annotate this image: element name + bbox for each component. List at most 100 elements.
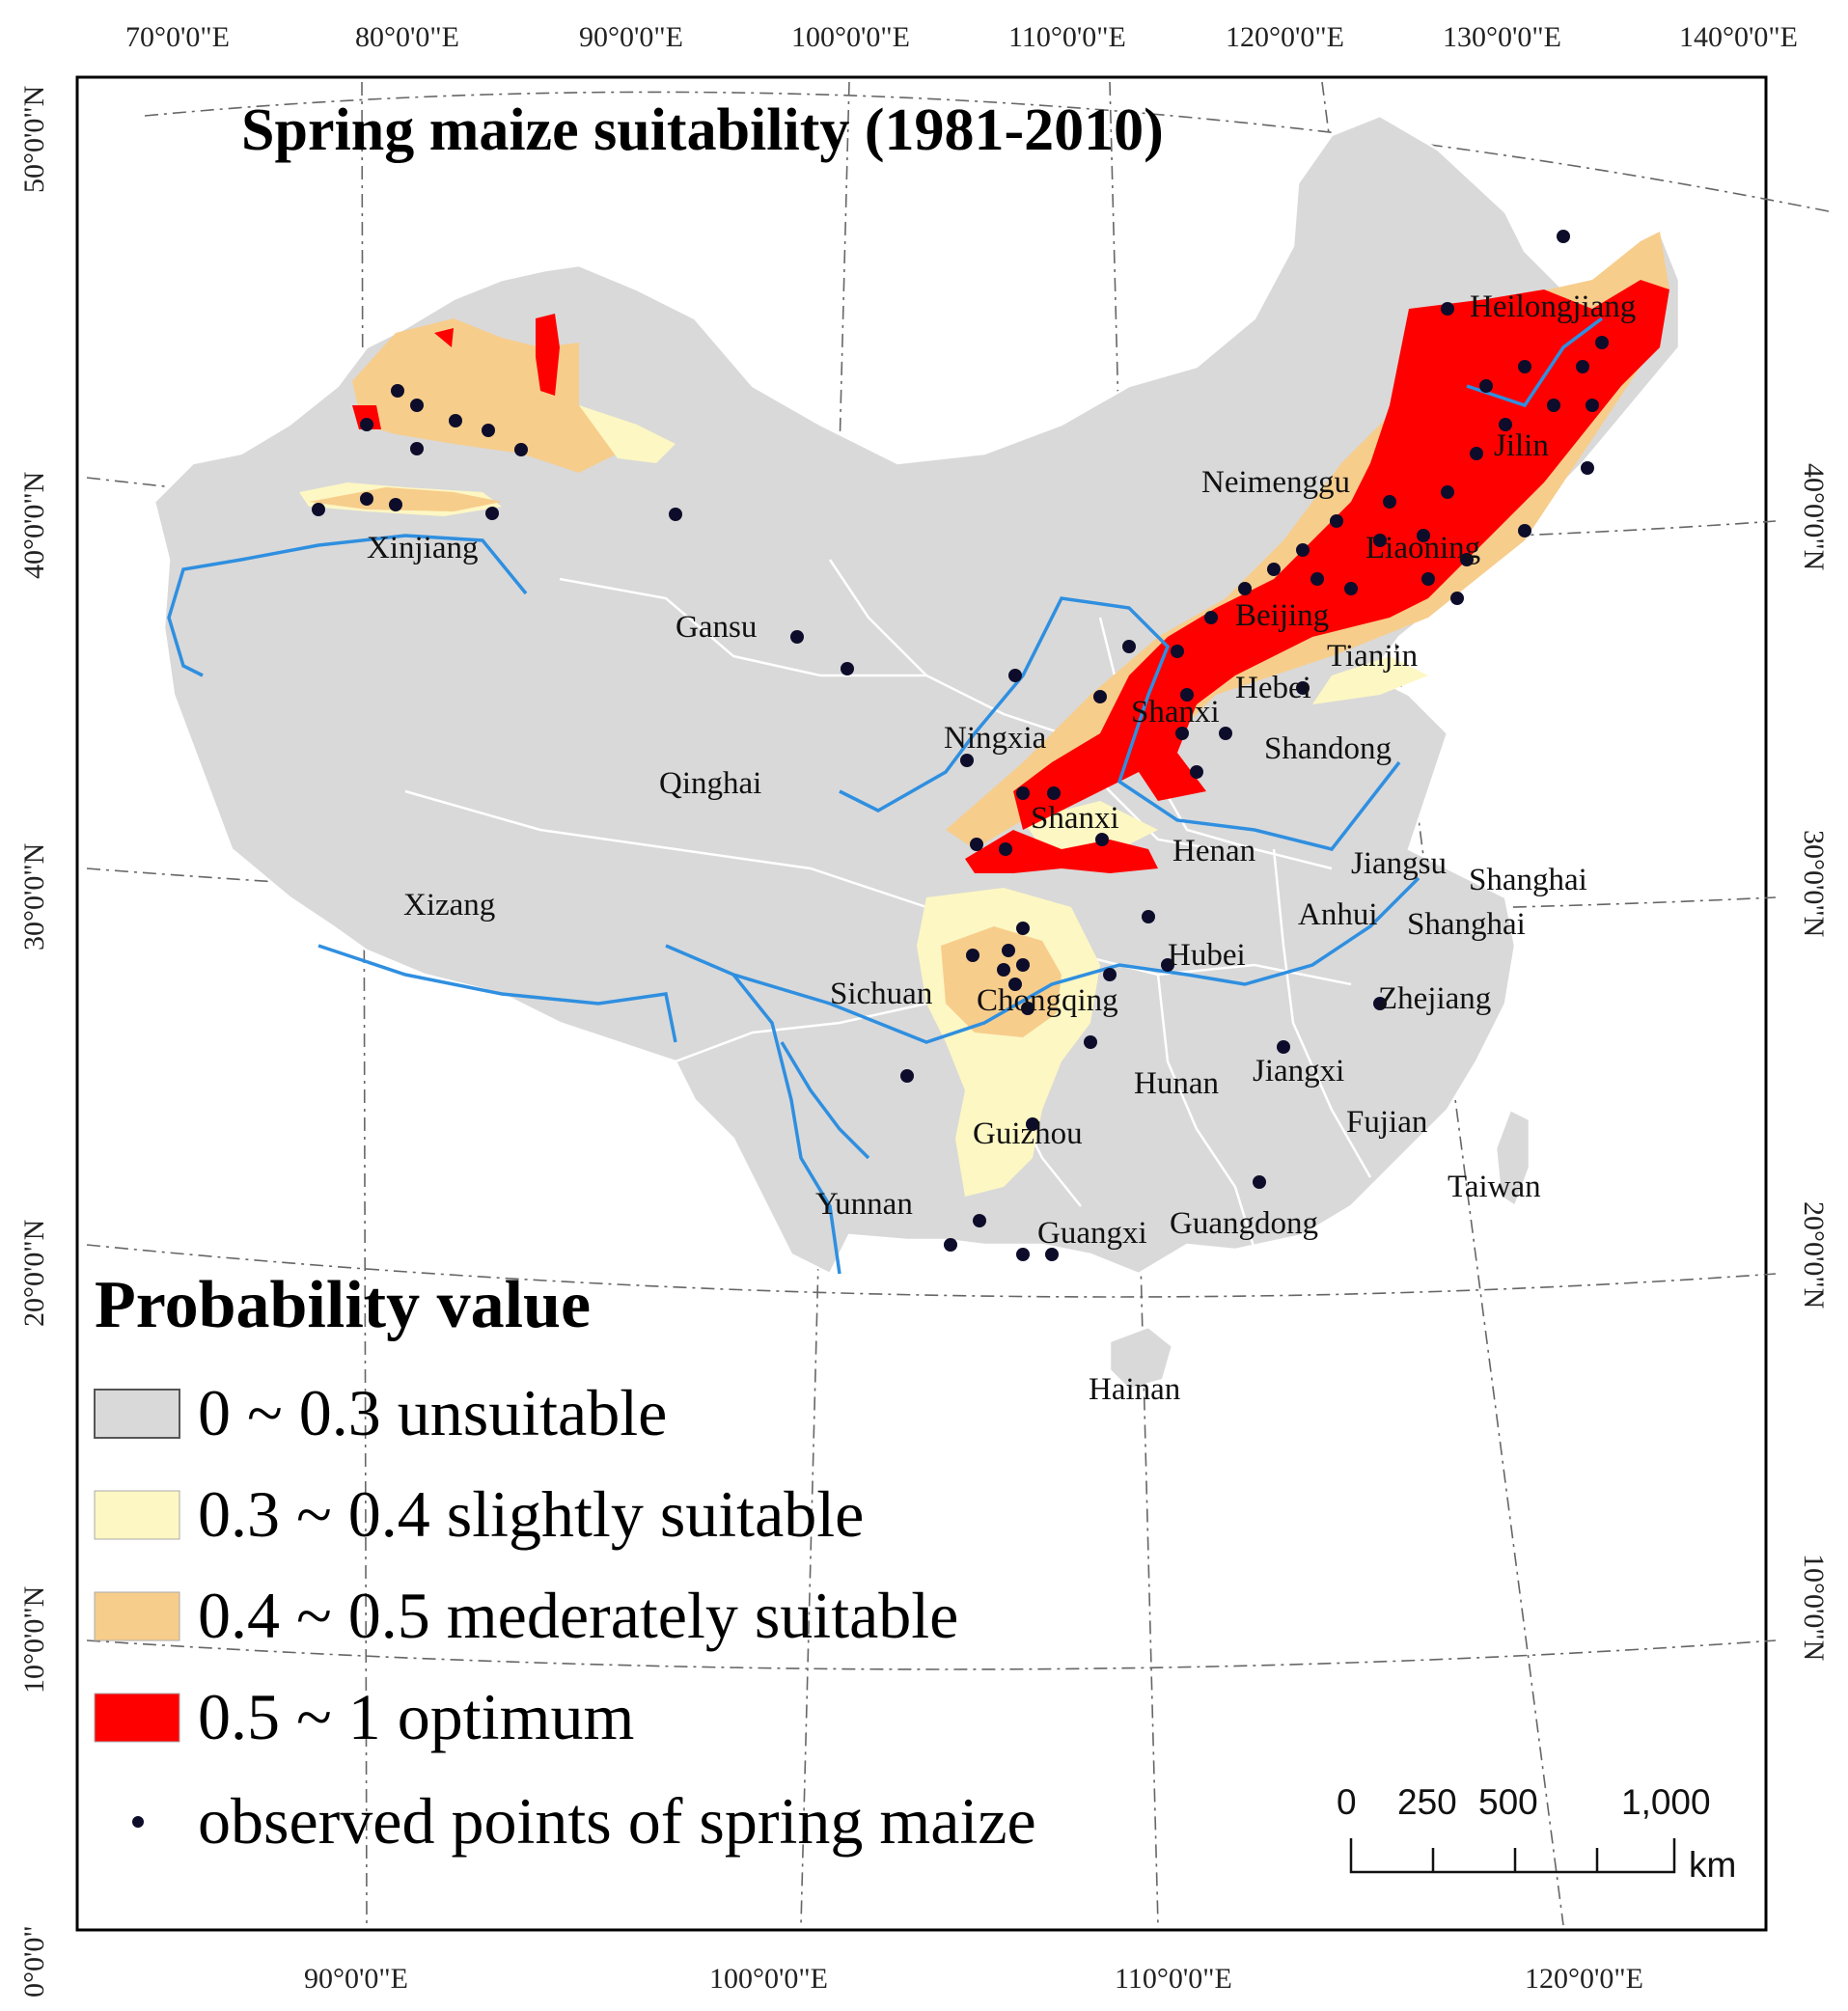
province-label: Hainan xyxy=(1089,1372,1180,1407)
province-label: Jilin xyxy=(1494,428,1549,463)
tick-label-bottom: 90°0'0"E xyxy=(304,1963,408,1995)
observed-point xyxy=(1084,1035,1097,1049)
tick-label-left: 50°0'0"N xyxy=(18,86,50,193)
observed-point xyxy=(1095,833,1109,846)
tick-labels-bottom: 90°0'0"E 100°0'0"E 110°0'0"E 120°0'0"E xyxy=(304,1963,1643,1995)
zone-slight-northeast xyxy=(1023,656,1428,849)
river-yellow xyxy=(839,596,1401,851)
observed-point xyxy=(1103,968,1117,981)
province-label: Beijing xyxy=(1235,598,1329,633)
legend-swatch-optimum xyxy=(94,1693,180,1743)
observed-point xyxy=(669,508,682,521)
legend-point-marker xyxy=(132,1816,144,1828)
province-border xyxy=(1272,848,1372,1178)
province-label: Hunan xyxy=(1134,1066,1219,1101)
observed-point xyxy=(944,1238,957,1252)
observed-point xyxy=(389,498,402,511)
tick-labels-right: 40°0'0"N 30°0'0"N 20°0'0"N 10°0'0"N xyxy=(1798,463,1830,1661)
tick-label-top: 80°0'0"E xyxy=(355,21,459,53)
tick-label-right: 40°0'0"N xyxy=(1798,463,1830,570)
observed-point xyxy=(1002,944,1015,957)
scale-label: 250 xyxy=(1397,1782,1457,1822)
province-label: Shanghai xyxy=(1469,863,1587,897)
observed-point xyxy=(514,443,528,456)
province-label: Neimenggu xyxy=(1201,465,1350,500)
observed-point xyxy=(1277,1040,1290,1054)
province-label: Jiangxi xyxy=(1253,1054,1344,1088)
zone-moderate-xinjiang-south xyxy=(309,487,502,511)
observed-point xyxy=(1460,553,1474,566)
province-border xyxy=(828,559,927,676)
province-label: Qinghai xyxy=(659,766,761,801)
tick-label-top: 110°0'0"E xyxy=(1008,21,1126,53)
province-label: Anhui xyxy=(1298,897,1378,932)
province-label: Liaoning xyxy=(1365,531,1480,565)
observed-point xyxy=(1093,690,1107,703)
observed-point xyxy=(1016,1248,1030,1261)
observed-point xyxy=(841,662,854,675)
observed-point xyxy=(1142,910,1155,923)
observed-point xyxy=(1204,611,1218,624)
province-label: Guizhou xyxy=(973,1116,1083,1151)
observed-point xyxy=(1122,640,1136,653)
observed-point xyxy=(1296,543,1310,557)
province-label: Shanxi xyxy=(1031,801,1119,836)
observed-point xyxy=(1219,727,1232,740)
observed-point xyxy=(1450,592,1464,605)
tick-label-top: 130°0'0"E xyxy=(1443,21,1561,53)
scale-label: 1,000 xyxy=(1621,1782,1711,1822)
zone-optimum-shaanxi-strip xyxy=(965,830,1158,873)
observed-point xyxy=(997,963,1010,977)
observed-point xyxy=(1383,495,1396,509)
observed-point xyxy=(482,424,495,437)
parallel-50n xyxy=(144,91,1834,213)
legend: Probability value 0 ~ 0.3 unsuitable 0.3… xyxy=(94,1268,1036,1858)
observed-point xyxy=(1330,514,1343,528)
province-border xyxy=(559,577,1217,851)
observed-point xyxy=(1479,379,1493,393)
province-label: Tianjin xyxy=(1327,639,1418,674)
observed-point xyxy=(1310,572,1324,586)
province-label: Fujian xyxy=(1346,1105,1427,1140)
observed-point xyxy=(1586,399,1599,412)
observed-point xyxy=(1238,582,1252,595)
observed-point xyxy=(900,1069,914,1083)
observed-point xyxy=(360,418,373,431)
parallel-10n xyxy=(86,1639,1777,1670)
observed-point xyxy=(1518,360,1531,373)
province-label: Ningxia xyxy=(944,721,1047,756)
zone-optimum-xinjiang xyxy=(352,314,560,429)
observed-point xyxy=(1267,563,1281,576)
observed-point xyxy=(1190,765,1203,779)
legend-label: 0.5 ~ 1 optimum xyxy=(198,1680,634,1753)
tick-label-left: 20°0'0"N xyxy=(18,1220,50,1327)
observed-point xyxy=(966,949,979,962)
legend-swatch-slight xyxy=(94,1490,180,1540)
province-label: Xizang xyxy=(403,888,495,923)
observed-point xyxy=(970,838,983,851)
province-label: Heilongjiang xyxy=(1470,289,1636,324)
province-label: Chongqing xyxy=(977,983,1118,1018)
observed-point xyxy=(1045,1248,1059,1261)
tick-label-left: 30°0'0"N xyxy=(18,843,50,950)
tick-label-left: 0°0'0" xyxy=(18,1925,50,1997)
observed-point xyxy=(449,414,462,427)
observed-point xyxy=(1175,727,1189,740)
observed-point xyxy=(1373,997,1387,1010)
observed-point xyxy=(960,754,974,767)
observed-point xyxy=(1417,529,1430,542)
scale-bar-line xyxy=(1349,1838,1676,1874)
river-yangtze xyxy=(665,876,1420,1044)
observed-point xyxy=(410,442,424,455)
province-label: Hubei xyxy=(1168,938,1246,973)
tick-labels-left: 50°0'0"N 40°0'0"N 30°0'0"N 20°0'0"N 10°0… xyxy=(18,86,50,1997)
province-label: Shandong xyxy=(1264,731,1392,766)
province-label: Shanxi xyxy=(1131,695,1220,730)
province-label: Taiwan xyxy=(1448,1170,1541,1204)
parallel-20n xyxy=(86,1244,1777,1298)
observed-point xyxy=(1026,1117,1039,1131)
observed-point xyxy=(1171,645,1184,658)
observed-point xyxy=(391,384,404,398)
observed-point xyxy=(1470,447,1483,460)
legend-title: Probability value xyxy=(95,1268,591,1342)
